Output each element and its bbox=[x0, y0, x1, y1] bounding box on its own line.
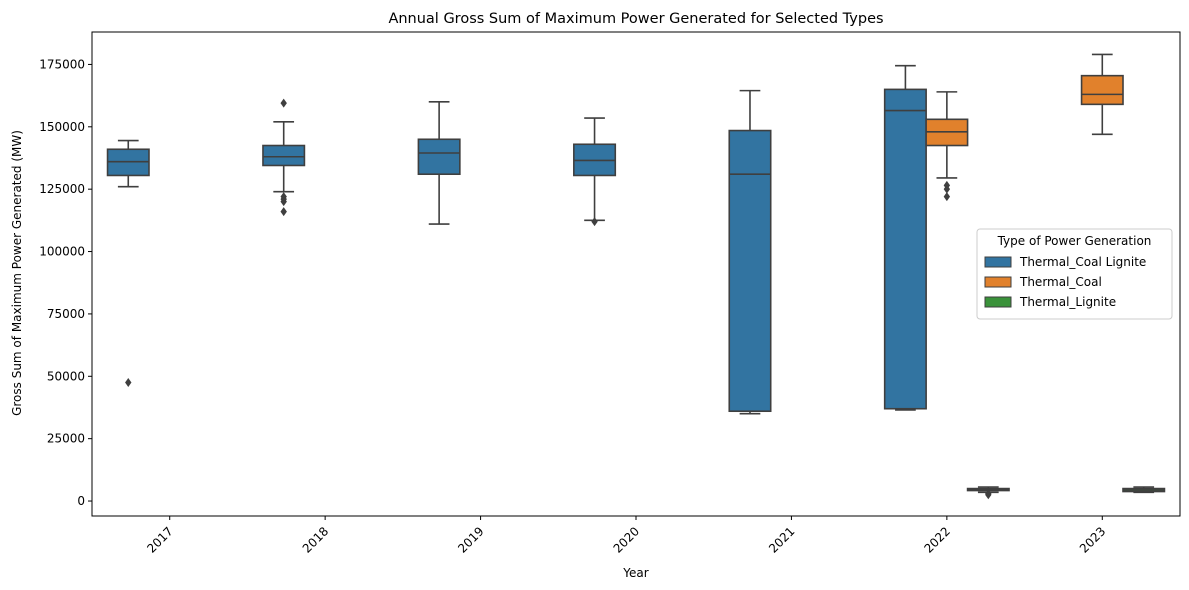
legend-swatch bbox=[984, 276, 1012, 288]
box-thermal-coal-2023 bbox=[1080, 53, 1124, 136]
y-axis-label: Gross Sum of Maximum Power Generated (MW… bbox=[10, 130, 24, 416]
box-thermal-lignite-2023 bbox=[1122, 486, 1166, 494]
y-tick-label: 0 bbox=[77, 494, 85, 508]
outlier-point bbox=[943, 192, 951, 202]
legend-entry: Thermal_Coal Lignite bbox=[1019, 255, 1146, 269]
outlier-point bbox=[591, 217, 598, 227]
outlier-point bbox=[943, 184, 951, 194]
box-iqr bbox=[1080, 74, 1124, 106]
x-axis-label: Year bbox=[622, 566, 648, 580]
legend-swatch bbox=[984, 296, 1012, 308]
legend-swatch bbox=[984, 256, 1012, 268]
outlier-point bbox=[280, 197, 287, 207]
y-tick-label: 150000 bbox=[39, 120, 85, 134]
box-thermal-coal-lignite-2018 bbox=[262, 98, 306, 217]
y-tick-label: 125000 bbox=[39, 182, 85, 196]
box-iqr bbox=[417, 138, 461, 176]
outlier-point bbox=[280, 98, 287, 108]
box-thermal-coal-lignite-2017 bbox=[106, 139, 150, 388]
y-axis: 0 25000 50000 75000 100000 125000 150000 175000 bbox=[39, 57, 92, 508]
box-thermal-coal-lignite-2022 bbox=[883, 64, 927, 411]
y-tick-label: 100000 bbox=[39, 245, 85, 259]
legend: Type of Power Generation Thermal_Coal Lig… bbox=[976, 228, 1173, 320]
y-tick-label: 25000 bbox=[47, 432, 85, 446]
y-tick-label: 75000 bbox=[47, 307, 85, 321]
legend-entry: Thermal_Lignite bbox=[1019, 295, 1116, 309]
legend-frame bbox=[976, 228, 1173, 320]
legend-title: Type of Power Generation bbox=[997, 234, 1152, 248]
box-iqr bbox=[883, 88, 927, 410]
box-thermal-coal-lignite-2021 bbox=[728, 89, 772, 415]
plot-area bbox=[91, 31, 1181, 517]
y-tick-label: 175000 bbox=[39, 57, 85, 71]
box-thermal-coal-lignite-2019 bbox=[417, 101, 461, 225]
box-iqr bbox=[262, 144, 306, 167]
box-thermal-coal-2022 bbox=[925, 91, 969, 202]
box-thermal-coal-lignite-2020 bbox=[573, 117, 617, 227]
box-iqr bbox=[728, 129, 772, 413]
chart-title: Annual Gross Sum of Maximum Power Genera… bbox=[388, 11, 883, 27]
y-tick-label: 50000 bbox=[47, 369, 85, 383]
outlier-point bbox=[125, 378, 132, 388]
box-thermal-lignite-2022 bbox=[966, 486, 1010, 500]
outlier-point bbox=[985, 490, 992, 500]
outlier-point bbox=[280, 207, 287, 217]
legend-entry: Thermal_Coal bbox=[1019, 275, 1102, 289]
